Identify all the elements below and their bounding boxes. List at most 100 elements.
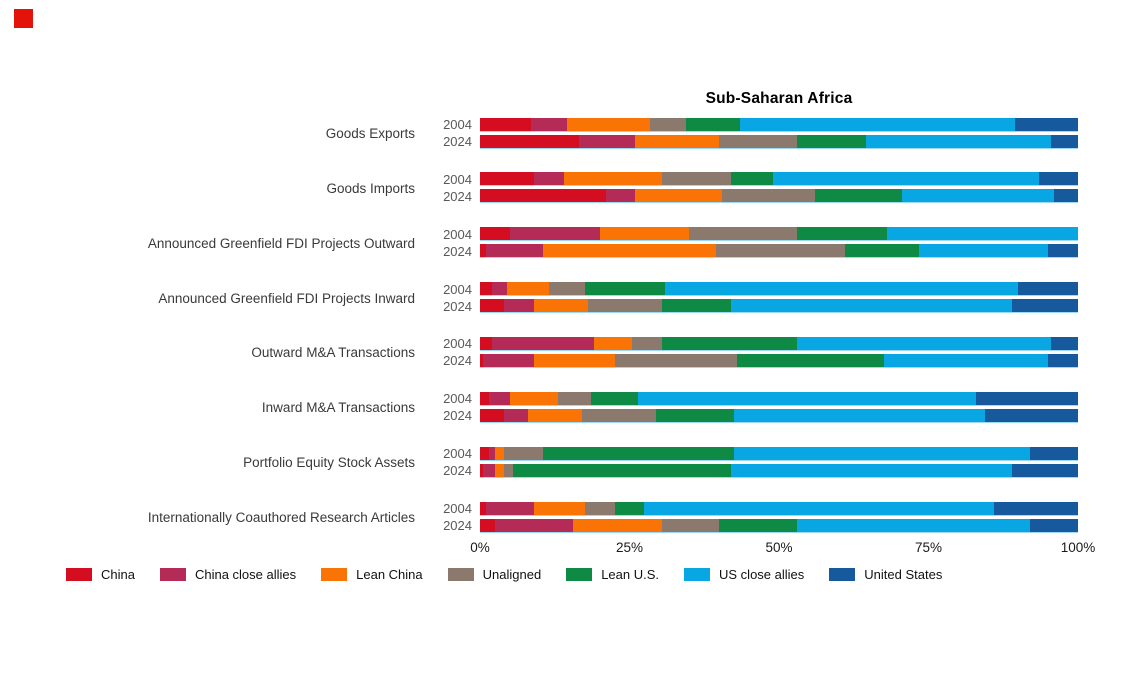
bar-segment	[480, 172, 534, 186]
stacked-bar	[480, 134, 1078, 149]
year-label: 2024	[443, 353, 472, 369]
bar-segment	[632, 336, 663, 350]
bar-group: Portfolio Equity Stock Assets 2004 2024	[0, 446, 1147, 479]
stacked-bar	[480, 336, 1078, 351]
stacked-bar	[480, 282, 1078, 297]
bar-segment	[480, 391, 489, 405]
bar-segment	[1030, 518, 1078, 532]
bar-group: Inward M&A Transactions 2004 2024	[0, 391, 1147, 426]
bar-segment	[656, 408, 735, 422]
bar-segment	[662, 172, 732, 186]
legend-item: US close allies	[684, 567, 804, 582]
bar-segment	[731, 172, 773, 186]
bar-row: 2004	[432, 391, 1078, 407]
year-label: 2024	[443, 134, 472, 149]
year-label: 2024	[443, 463, 472, 479]
bar-row: 2004	[432, 336, 1078, 351]
bar-segment	[662, 299, 732, 313]
bar-segment	[480, 117, 531, 131]
bar-rows: 2004 2024	[432, 227, 1078, 262]
bar-segment	[1012, 463, 1078, 477]
bar-segment	[1048, 353, 1078, 367]
legend-item: China	[66, 567, 135, 582]
year-label: 2004	[443, 446, 472, 462]
bar-segment	[509, 227, 600, 241]
bar-segment	[542, 446, 735, 460]
bar-row: 2004	[432, 117, 1078, 132]
bar-segment	[722, 189, 815, 203]
bar-row: 2004	[432, 172, 1078, 187]
bar-segment	[716, 244, 845, 258]
legend-swatch	[566, 568, 593, 581]
year-label: 2024	[443, 408, 472, 424]
bar-rows: 2004 2024	[432, 117, 1078, 152]
brand-logo-square	[14, 9, 33, 28]
bar-segment	[796, 134, 866, 148]
bar-segment	[566, 117, 651, 131]
bar-segment	[985, 408, 1078, 422]
legend-label: US close allies	[719, 567, 805, 582]
bar-segment	[796, 227, 887, 241]
stacked-bar	[480, 518, 1078, 533]
bar-segment	[731, 463, 1013, 477]
bar-segment	[485, 244, 543, 258]
bar-rows: 2004 2024	[432, 282, 1078, 317]
bar-segment	[886, 227, 1078, 241]
bar-segment	[480, 446, 489, 460]
bar-segment	[605, 189, 636, 203]
bar-segment	[557, 391, 591, 405]
bar-rows: 2004 2024	[432, 391, 1078, 426]
bar-row: 2004	[432, 282, 1078, 297]
bar-segment	[482, 353, 534, 367]
category-label: Goods Imports	[326, 180, 415, 196]
bar-segment	[480, 299, 504, 313]
bar-row: 2024	[432, 244, 1078, 259]
bar-segment	[563, 172, 663, 186]
year-label: 2024	[443, 188, 472, 204]
x-tick-label: 25%	[615, 540, 644, 555]
legend-item: Lean China	[321, 567, 423, 582]
bar-row: 2004	[432, 227, 1078, 242]
bar-segment	[919, 244, 1049, 258]
category-label: Portfolio Equity Stock Assets	[243, 455, 415, 471]
bar-segment	[584, 501, 615, 515]
x-tick-label: 75%	[914, 540, 943, 555]
x-tick-label: 50%	[765, 540, 793, 555]
bar-segment	[1012, 299, 1078, 313]
bar-group: Goods Imports 2004 2024	[0, 172, 1147, 205]
bar-segment	[480, 353, 483, 367]
legend: China China close allies Lean China Unalign…	[66, 567, 942, 582]
stacked-bar	[480, 189, 1078, 204]
bar-row: 2004	[432, 501, 1078, 517]
bar-segment	[491, 282, 507, 296]
bar-segment	[734, 408, 986, 422]
legend-label: United States	[864, 567, 943, 582]
bar-segment	[644, 501, 995, 515]
stacked-bar	[480, 244, 1078, 259]
bar-segment	[480, 408, 504, 422]
bar-segment	[635, 134, 720, 148]
bar-segment	[480, 227, 510, 241]
bar-segment	[1051, 134, 1078, 148]
bar-segment	[665, 282, 1019, 296]
category-label: Internationally Coauthored Research Arti…	[147, 510, 415, 526]
bar-segment	[719, 134, 797, 148]
category-label: Announced Greenfield FDI Projects Outwar…	[147, 235, 415, 251]
bar-segment	[719, 518, 797, 532]
year-label: 2004	[443, 501, 472, 517]
stacked-bar	[480, 501, 1078, 516]
year-label: 2004	[443, 117, 472, 132]
category-label: Inward M&A Transactions	[261, 400, 415, 416]
category-label: Announced Greenfield FDI Projects Inward	[158, 290, 415, 306]
bar-segment	[482, 463, 495, 477]
bar-segment	[503, 463, 513, 477]
legend-item: Lean U.S.	[566, 567, 659, 582]
bar-segment	[578, 134, 636, 148]
year-label: 2004	[443, 391, 472, 407]
bar-row: 2024	[432, 299, 1078, 314]
legend-swatch	[321, 568, 348, 581]
bar-segment	[480, 336, 492, 350]
bar-segment	[485, 501, 534, 515]
bar-group: Announced Greenfield FDI Projects Inward…	[0, 282, 1147, 317]
legend-label: Unaligned	[482, 567, 542, 582]
